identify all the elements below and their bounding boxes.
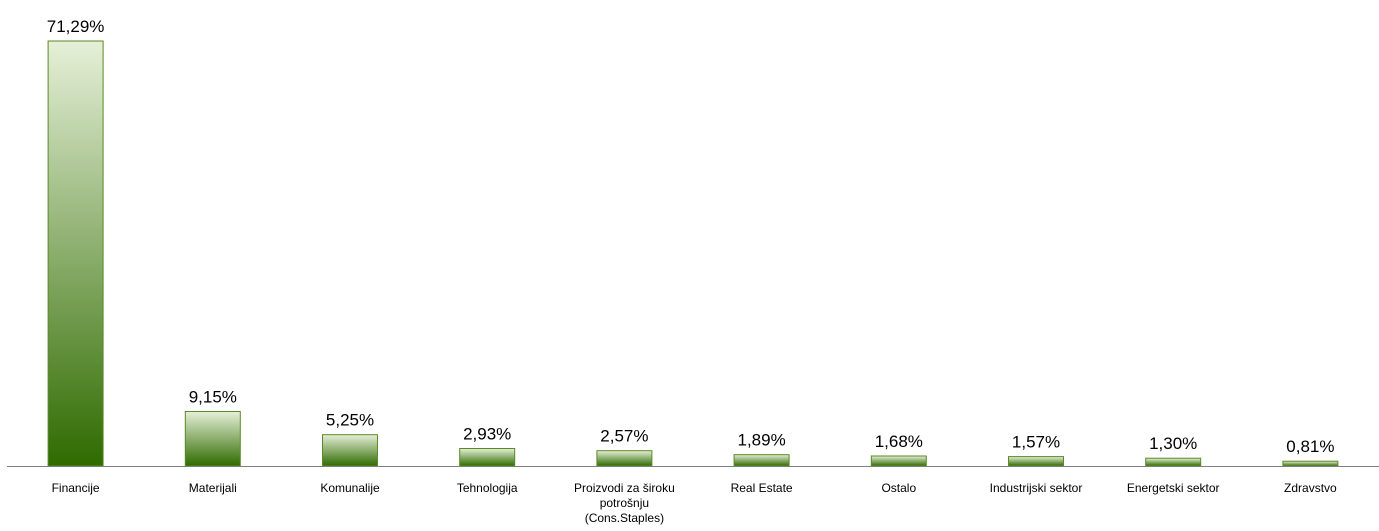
category-label-materijali: Materijali — [189, 481, 237, 495]
value-label-tehnologija: 2,93% — [463, 425, 511, 444]
value-label-industrijski-sektor: 1,57% — [1012, 433, 1060, 452]
value-label-real-estate: 1,89% — [737, 431, 785, 450]
category-label-financije: Financije — [52, 481, 100, 495]
category-label-industrijski-sektor: Industrijski sektor — [990, 481, 1083, 495]
bars-group — [47, 40, 1339, 467]
category-label-proizvodi-za-siroku-potrosnju-cons-staples: Proizvodi za široku potrošnju (Cons.Staple… — [574, 481, 675, 525]
bar-financije — [47, 40, 104, 467]
bar-proizvodi-za-siroku-potrosnju-cons-staples — [596, 450, 653, 467]
value-label-proizvodi-za-siroku-potrosnju-cons-staples: 2,57% — [600, 427, 648, 446]
bar-industrijski-sektor — [1008, 456, 1064, 467]
value-label-komunalije: 5,25% — [326, 411, 374, 430]
value-label-ostalo: 1,68% — [875, 432, 923, 451]
bar-zdravstvo — [1282, 460, 1339, 467]
value-labels-group: 71,29% 9,15% 5,25% 2,93% 2,57% 1,89% 1,68% 1,57… — [47, 17, 1335, 456]
value-label-energetski-sektor: 1,30% — [1149, 434, 1197, 453]
bar-real-estate — [733, 454, 790, 467]
bar-energetski-sektor — [1145, 457, 1202, 467]
bar-komunalije — [322, 434, 378, 467]
bar-materijali — [184, 411, 241, 467]
category-label-tehnologija: Tehnologija — [457, 481, 518, 495]
bar-ostalo — [870, 455, 927, 467]
category-label-real-estate: Real Estate — [731, 481, 793, 495]
value-label-materijali: 9,15% — [189, 388, 237, 407]
category-label-komunalije: Komunalije — [320, 481, 380, 495]
value-label-financije: 71,29% — [47, 17, 105, 36]
category-label-energetski-sektor: Energetski sektor — [1127, 481, 1220, 495]
category-labels-group: Financije Materijali Komunalije Tehnologija… — [52, 481, 1337, 525]
category-label-ostalo: Ostalo — [881, 481, 916, 495]
category-label-zdravstvo: Zdravstvo — [1284, 481, 1337, 495]
bar-tehnologija — [459, 448, 516, 467]
value-label-zdravstvo: 0,81% — [1286, 437, 1334, 456]
